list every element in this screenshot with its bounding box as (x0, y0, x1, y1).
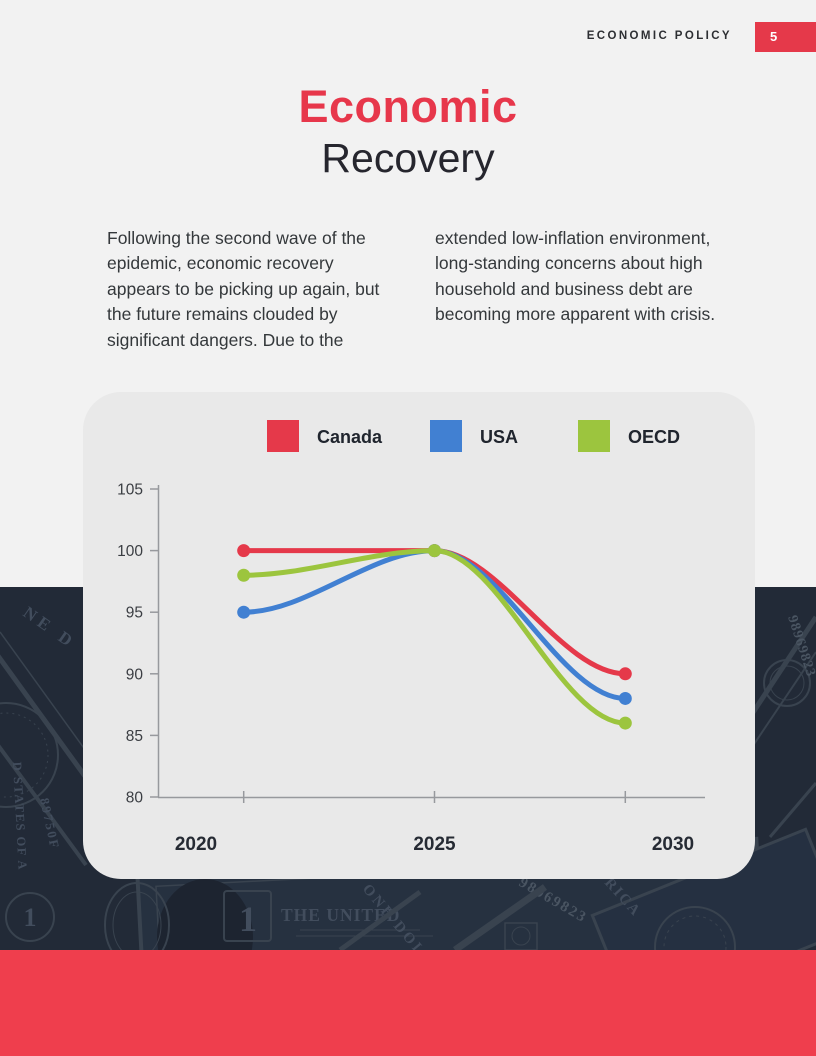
chart-card: 105 100 95 90 85 80 2020 2025 2030 Canada USA OECD (83, 392, 755, 879)
legend-label-oecd: OECD (628, 427, 680, 447)
y-tick-label-85: 85 (126, 728, 143, 745)
header-section-label: ECONOMIC POLICY (586, 30, 732, 42)
page-number: 5 (770, 29, 778, 44)
y-tick-label-90: 90 (126, 666, 144, 683)
page-title: Economic Recovery (0, 84, 816, 180)
series-oecd (237, 544, 632, 730)
legend-swatch-canada (267, 420, 299, 452)
footer-red-bar (0, 950, 816, 1056)
series-point-oecd (237, 568, 251, 582)
page-number-badge: 5 (755, 22, 816, 52)
chart-legend: Canada USA OECD (267, 420, 680, 452)
intro-column-2: extended low-inflation environment, long… (435, 228, 716, 325)
y-tick-label-80: 80 (126, 790, 144, 807)
y-tick-label-100: 100 (117, 543, 143, 560)
legend-swatch-usa (430, 420, 462, 452)
y-axis: 105 100 95 90 85 80 (117, 482, 160, 807)
legend-label-canada: Canada (317, 427, 383, 447)
bg-text-one-left: 1 (24, 903, 37, 932)
series-point-usa (618, 691, 632, 705)
bg-text-united: THE UNITED (281, 905, 400, 925)
x-tick-label-2030: 2030 (652, 834, 694, 855)
series-canada (237, 544, 632, 681)
title-line-1: Economic (298, 81, 518, 132)
title-line-2: Recovery (321, 134, 495, 181)
series-point-canada (618, 667, 632, 681)
x-axis: 2020 2025 2030 (158, 791, 705, 855)
series-point-usa (237, 605, 251, 619)
x-tick-label-2025: 2025 (413, 834, 456, 855)
bg-text-one-medallion: 1 (239, 899, 257, 939)
legend-swatch-oecd (578, 420, 610, 452)
series-point-oecd (428, 544, 441, 558)
series-line-usa (241, 548, 628, 701)
recovery-line-chart: 105 100 95 90 85 80 2020 2025 2030 Canada USA OECD (117, 420, 705, 855)
bg-text-states: D STATES OF A (10, 761, 30, 871)
legend-label-usa: USA (480, 427, 518, 447)
intro-paragraphs: Following the second wave of the epidemi… (107, 226, 723, 353)
intro-column-1: Following the second wave of the epidemi… (107, 228, 380, 350)
series-line-oecd (241, 548, 628, 726)
series-point-canada (237, 544, 251, 558)
series-point-oecd (618, 716, 632, 730)
x-tick-label-2020: 2020 (175, 834, 217, 855)
y-tick-label-105: 105 (117, 482, 143, 499)
y-tick-label-95: 95 (126, 605, 143, 622)
